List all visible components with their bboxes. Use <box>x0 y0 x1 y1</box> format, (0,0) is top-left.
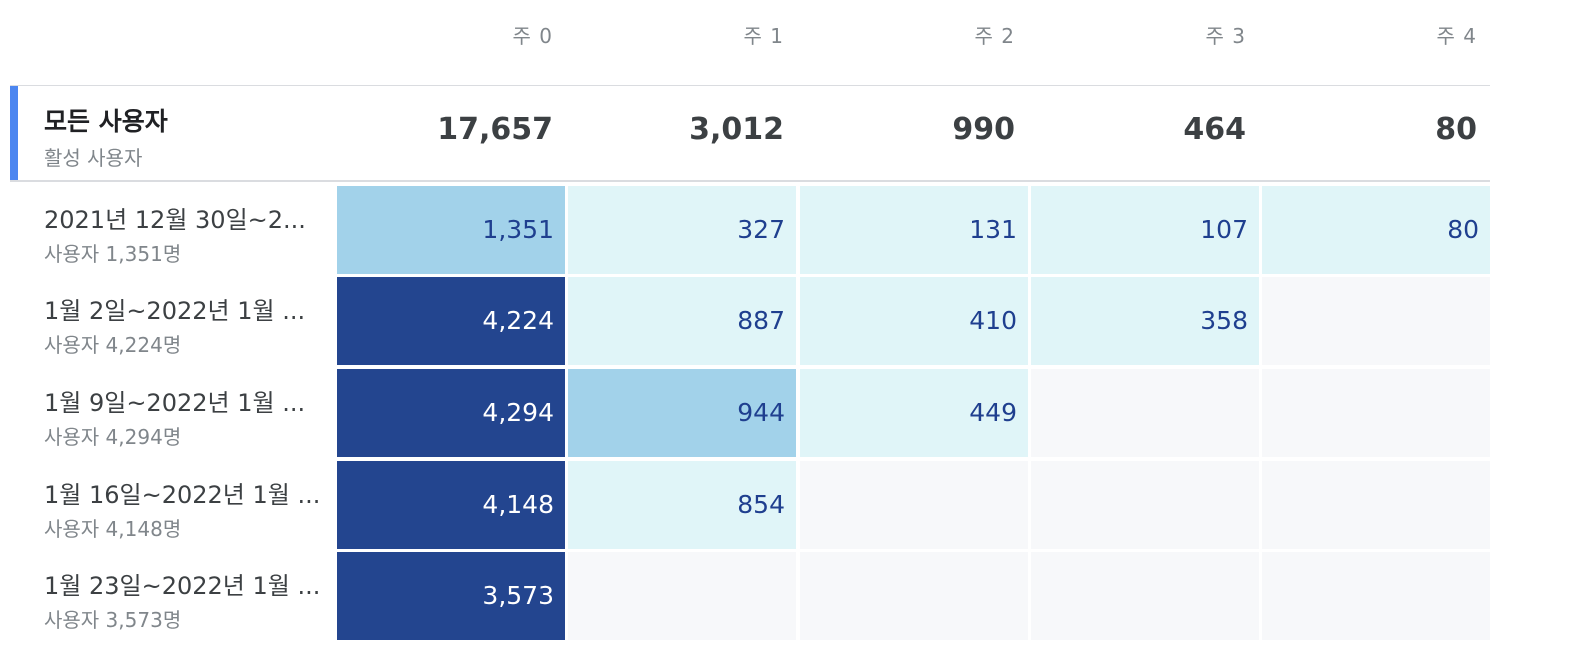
cohort-row[interactable]: 2021년 12월 30일~2... 사용자 1,351명 1,351 327 … <box>0 186 1490 274</box>
summary-value-week-1: 3,012 <box>689 112 784 147</box>
week-label-1: 주 1 <box>743 24 784 48</box>
cohort-date-range: 1월 16일~2022년 1월 ... <box>44 481 321 509</box>
cohort-row[interactable]: 1월 16일~2022년 1월 ... 사용자 4,148명 4,148 854 <box>0 461 1490 549</box>
retention-cell-week-4 <box>1262 461 1490 549</box>
retention-cell-week-4 <box>1262 369 1490 457</box>
retention-cell-week-4 <box>1262 277 1490 365</box>
week-label-4: 주 4 <box>1436 24 1477 48</box>
retention-cell-week-4[interactable]: 80 <box>1262 186 1490 274</box>
retention-cell-week-2[interactable]: 449 <box>800 369 1028 457</box>
all-users-row[interactable]: 모든 사용자 활성 사용자 17,657 3,012 990 464 80 <box>10 86 1490 180</box>
header-divider <box>10 85 1490 86</box>
all-users-title: 모든 사용자 <box>44 107 168 136</box>
cohort-user-count: 사용자 3,573명 <box>44 608 182 632</box>
cohort-user-count: 사용자 4,224명 <box>44 333 182 357</box>
retention-cell-week-3 <box>1031 552 1259 640</box>
summary-divider <box>10 180 1490 182</box>
retention-cell-week-3[interactable]: 358 <box>1031 277 1259 365</box>
summary-value-week-0: 17,657 <box>437 112 553 147</box>
cohort-row[interactable]: 1월 23일~2022년 1월 ... 사용자 3,573명 3,573 <box>0 552 1490 640</box>
retention-cell-week-0[interactable]: 1,351 <box>337 186 565 274</box>
retention-cell-week-1[interactable]: 887 <box>568 277 796 365</box>
week-label-2: 주 2 <box>974 24 1015 48</box>
retention-cell-week-2 <box>800 461 1028 549</box>
week-header-row: 주 0 주 1 주 2 주 3 주 4 <box>0 0 1490 64</box>
retention-cell-week-0[interactable]: 4,148 <box>337 461 565 549</box>
cohort-user-count: 사용자 4,294명 <box>44 425 182 449</box>
cohort-date-range: 2021년 12월 30일~2... <box>44 206 306 234</box>
cohort-date-range: 1월 23일~2022년 1월 ... <box>44 572 321 600</box>
retention-cell-week-1[interactable]: 944 <box>568 369 796 457</box>
retention-cell-week-2 <box>800 552 1028 640</box>
summary-value-week-4: 80 <box>1435 112 1477 147</box>
cohort-date-range: 1월 9일~2022년 1월 ... <box>44 389 306 417</box>
retention-cell-week-0[interactable]: 4,294 <box>337 369 565 457</box>
retention-cell-week-4 <box>1262 552 1490 640</box>
retention-cell-week-2[interactable]: 131 <box>800 186 1028 274</box>
retention-cell-week-3 <box>1031 461 1259 549</box>
cohort-date-range: 1월 2일~2022년 1월 ... <box>44 297 306 325</box>
retention-cell-week-2[interactable]: 410 <box>800 277 1028 365</box>
retention-cell-week-0[interactable]: 4,224 <box>337 277 565 365</box>
cohort-user-count: 사용자 1,351명 <box>44 242 182 266</box>
retention-cell-week-3 <box>1031 369 1259 457</box>
cohort-row[interactable]: 1월 2일~2022년 1월 ... 사용자 4,224명 4,224 887 … <box>0 277 1490 365</box>
retention-cell-week-1 <box>568 552 796 640</box>
retention-cell-week-1[interactable]: 327 <box>568 186 796 274</box>
summary-accent-bar <box>10 86 18 180</box>
retention-cell-week-3[interactable]: 107 <box>1031 186 1259 274</box>
summary-value-week-3: 464 <box>1183 112 1246 147</box>
summary-value-week-2: 990 <box>952 112 1015 147</box>
cohort-user-count: 사용자 4,148명 <box>44 517 182 541</box>
retention-cell-week-0[interactable]: 3,573 <box>337 552 565 640</box>
week-label-3: 주 3 <box>1205 24 1246 48</box>
cohort-row[interactable]: 1월 9일~2022년 1월 ... 사용자 4,294명 4,294 944 … <box>0 369 1490 457</box>
active-users-label: 활성 사용자 <box>44 146 143 170</box>
retention-cell-week-1[interactable]: 854 <box>568 461 796 549</box>
week-label-0: 주 0 <box>512 24 553 48</box>
